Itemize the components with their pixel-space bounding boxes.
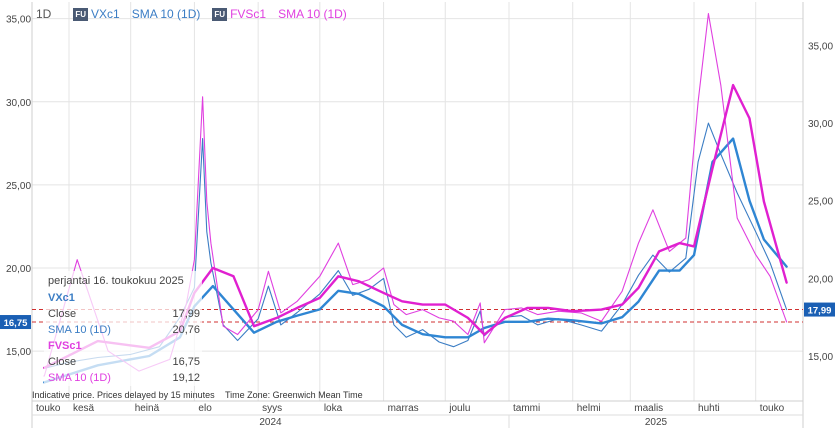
tooltip-series2-name: FVSc1 — [48, 340, 82, 352]
x-axis-month-label: tammi — [513, 403, 540, 414]
left-flag-value: 16,75 — [4, 318, 28, 329]
x-axis-month-label: touko — [760, 403, 785, 414]
footer-note: Indicative price. Prices delayed by 15 m… — [32, 390, 371, 400]
x-axis-month-label: marras — [388, 403, 419, 414]
x-axis: touko kesä heinä elo syys loka marras joulu tamm… — [36, 403, 785, 428]
vxc1-sma-line — [43, 137, 788, 384]
x-axis-month-label: syys — [262, 403, 282, 414]
right-last-value-flag: 17,99 — [804, 302, 835, 317]
right-axis-tick-label: 25,00 — [808, 197, 833, 208]
left-y-axis: 15,00 20,00 25,00 30,00 35,00 — [6, 15, 31, 359]
series2-badge: FU — [212, 7, 228, 21]
left-axis-tick-label: 30,00 — [6, 98, 31, 109]
series2-sma-label[interactable]: SMA 10 (1D) — [278, 7, 347, 21]
right-axis-tick-label: 15,00 — [808, 352, 833, 363]
tooltip-series1-close-label: Close — [48, 308, 77, 320]
left-flag-box — [0, 315, 31, 330]
x-axis-month-label: touko — [36, 403, 61, 414]
tooltip-series2-close-label: Close — [48, 356, 77, 368]
chart-grid — [31, 2, 804, 428]
tooltip-series1-name: VXc1 — [48, 292, 75, 304]
series2-symbol[interactable]: FVSc1 — [230, 7, 267, 21]
last-value-flags: 16,75 17,99 — [0, 302, 835, 330]
x-axis-month-label: joulu — [448, 403, 470, 414]
tooltip-series1-sma-label: SMA 10 (1D) — [48, 324, 111, 336]
tooltip-series1-sma-row: SMA 10 (1D) 20,76 — [48, 322, 200, 338]
delay-disclaimer: Indicative price. Prices delayed by 15 m… — [32, 390, 215, 400]
x-axis-month-label: maalis — [634, 403, 663, 414]
right-axis-tick-label: 20,00 — [808, 274, 833, 285]
x-axis-year-label: 2025 — [645, 417, 668, 428]
tooltip-series2-sma-value: 19,12 — [172, 372, 200, 384]
x-axis-month-label: loka — [324, 403, 343, 414]
tooltip-series1-sma-value: 20,76 — [172, 324, 200, 336]
series1-badge: FU — [73, 7, 89, 21]
interval-label[interactable]: 1D — [36, 7, 52, 21]
tooltip-series2-close-value: 16,75 — [172, 356, 200, 368]
x-axis-month-label: helmi — [577, 403, 601, 414]
tooltip-series2-sma-label: SMA 10 (1D) — [48, 372, 111, 384]
tooltip-series2-close-row: Close 16,75 — [48, 354, 200, 370]
right-flag-box — [804, 302, 835, 317]
chart-series — [43, 13, 788, 384]
timezone-note: Time Zone: Greenwich Mean Time — [224, 390, 363, 400]
right-flag-value: 17,99 — [808, 306, 832, 317]
right-axis-tick-label: 35,00 — [808, 41, 833, 52]
x-axis-year-label: 2024 — [259, 417, 282, 428]
fvsc1-line — [43, 13, 788, 377]
x-axis-month-label: kesä — [73, 403, 95, 414]
crosshair-tooltip: perjantai 16. toukokuu 2025 VXc1 Close 1… — [44, 271, 202, 386]
tooltip-series1-close-row: Close 17,99 — [48, 306, 200, 322]
right-axis-tick-label: 30,00 — [808, 119, 833, 130]
series1-sma-label[interactable]: SMA 10 (1D) — [131, 7, 201, 21]
x-axis-month-label: huhti — [698, 403, 720, 414]
series1-symbol[interactable]: VXc1 — [91, 7, 120, 21]
left-axis-tick-label: 35,00 — [6, 15, 31, 26]
tooltip-date: perjantai 16. toukokuu 2025 — [48, 275, 184, 287]
x-axis-month-label: elo — [198, 403, 212, 414]
left-axis-tick-label: 15,00 — [6, 347, 31, 358]
right-y-axis: 15,00 20,00 25,00 30,00 35,00 — [808, 41, 833, 363]
left-last-value-flag: 16,75 — [0, 315, 31, 330]
left-axis-tick-label: 20,00 — [6, 264, 31, 275]
tooltip-series2-sma-row: SMA 10 (1D) 19,12 — [48, 370, 200, 386]
x-axis-month-label: heinä — [135, 403, 160, 414]
chart-legend-bar: 1D FU VXc1 SMA 10 (1D) FU FVSc1 SMA 10 (… — [36, 7, 347, 21]
tooltip-series1-close-value: 17,99 — [172, 308, 200, 320]
fvsc1-sma-line — [43, 83, 788, 369]
left-axis-tick-label: 25,00 — [6, 181, 31, 192]
vxc1-line — [43, 122, 788, 369]
